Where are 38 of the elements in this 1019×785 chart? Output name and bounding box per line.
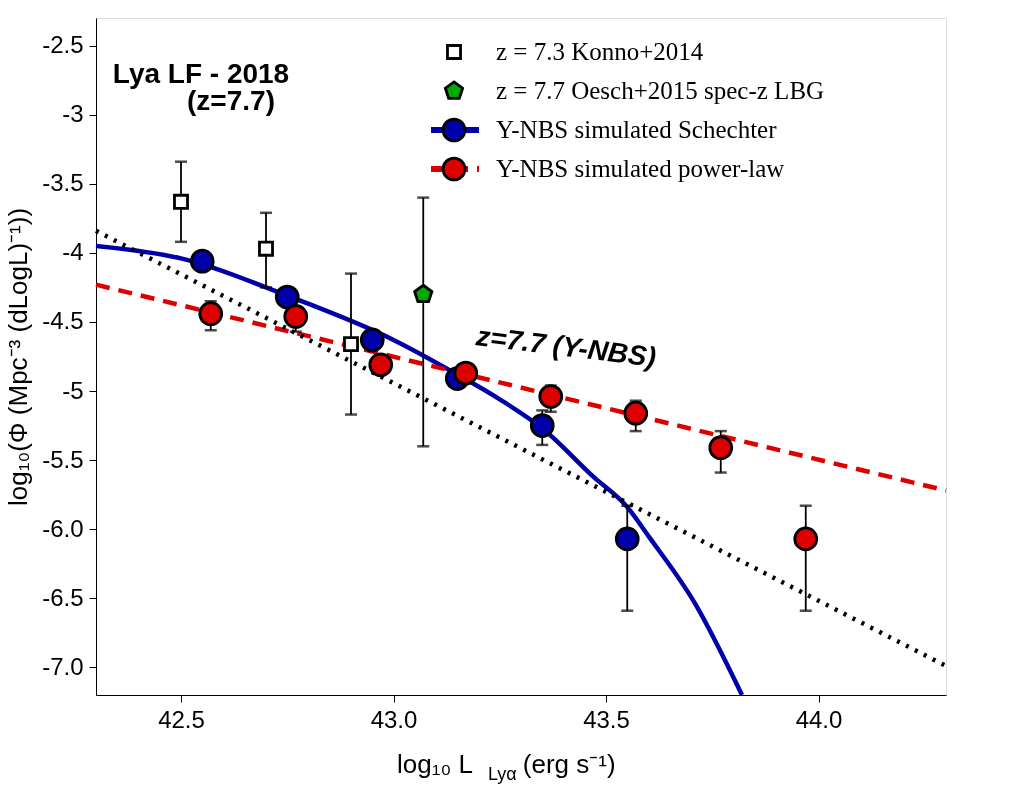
point bbox=[283, 304, 309, 329]
legend-label: Y-NBS simulated Schechter bbox=[496, 116, 778, 143]
y-tick-label: -6.5 bbox=[42, 583, 84, 611]
point bbox=[368, 352, 394, 378]
annotation: z=7.7 (Y-NBS) bbox=[473, 319, 658, 373]
point bbox=[198, 301, 224, 326]
y-tick-label: -7.0 bbox=[42, 652, 84, 680]
line-series bbox=[93, 243, 745, 698]
y-tick-label: -3 bbox=[62, 100, 84, 128]
x-tick-label: 43.5 bbox=[583, 705, 630, 733]
point bbox=[538, 384, 564, 409]
point bbox=[274, 284, 300, 310]
x-tick-label: 42.5 bbox=[158, 705, 205, 733]
point bbox=[529, 413, 555, 438]
point bbox=[793, 526, 819, 552]
y-tick-label: -2.5 bbox=[42, 31, 84, 59]
y-tick-label: -3.5 bbox=[42, 169, 84, 197]
point bbox=[453, 360, 479, 386]
y-tick-label: -4 bbox=[62, 238, 84, 266]
x-tick-label: 43.0 bbox=[370, 705, 418, 733]
y-axis-title: log₁₀(Φ (Mpc⁻³ (dLogL)⁻¹)) bbox=[3, 207, 34, 507]
legend-label: Y-NBS simulated power-law bbox=[496, 155, 785, 182]
y-tick-label: -4.5 bbox=[42, 307, 84, 335]
x-tick-label: 44.0 bbox=[795, 705, 843, 733]
point bbox=[614, 526, 640, 552]
y-tick-label: -5.5 bbox=[42, 445, 84, 473]
point bbox=[258, 240, 274, 257]
legend-label: z = 7.3 Konno+2014 bbox=[496, 38, 704, 65]
y-tick-label: -5 bbox=[62, 376, 84, 404]
point bbox=[708, 435, 734, 461]
point bbox=[189, 248, 215, 274]
point bbox=[413, 283, 434, 304]
point bbox=[343, 336, 359, 352]
point bbox=[623, 400, 649, 426]
point bbox=[173, 193, 189, 210]
y-tick-label: -6.0 bbox=[42, 514, 84, 542]
point bbox=[359, 327, 385, 353]
legend-label: z = 7.7 Oesch+2015 spec-z LBG bbox=[496, 77, 825, 104]
